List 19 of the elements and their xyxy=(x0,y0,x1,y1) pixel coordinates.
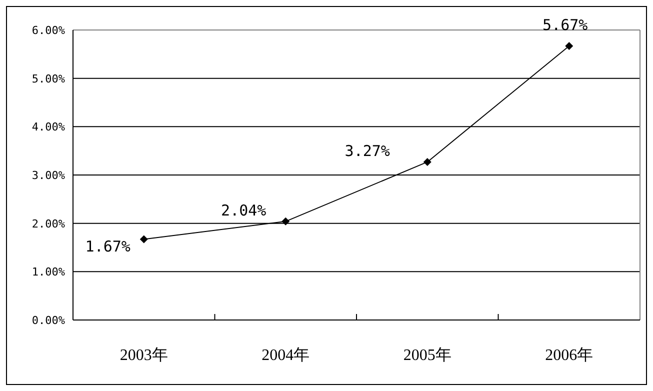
x-tick-label: 2003年 xyxy=(120,347,168,364)
text: 1.67% xyxy=(85,237,130,256)
x-tick-label: 2005年 xyxy=(403,347,452,364)
point xyxy=(565,42,574,50)
y-tick-label: 1.00% xyxy=(32,266,66,279)
x-tick-label: 2004年 xyxy=(262,347,310,364)
y-tick-label: 3.00% xyxy=(32,169,66,182)
y-tick-label: 6.00% xyxy=(32,24,66,37)
y-tick-label: 0.00% xyxy=(32,314,66,327)
x-tick-label: 2006年 xyxy=(545,347,594,364)
text: 5.67% xyxy=(542,16,588,34)
text: 2.04% xyxy=(221,201,266,220)
point xyxy=(423,158,432,166)
point xyxy=(282,217,290,226)
y-tick-label: 5.00% xyxy=(32,72,66,86)
point xyxy=(140,235,148,244)
text: 3.27% xyxy=(344,142,390,160)
y-tick-label: 2.00% xyxy=(32,217,66,230)
y-tick-label: 4.00% xyxy=(32,120,66,134)
